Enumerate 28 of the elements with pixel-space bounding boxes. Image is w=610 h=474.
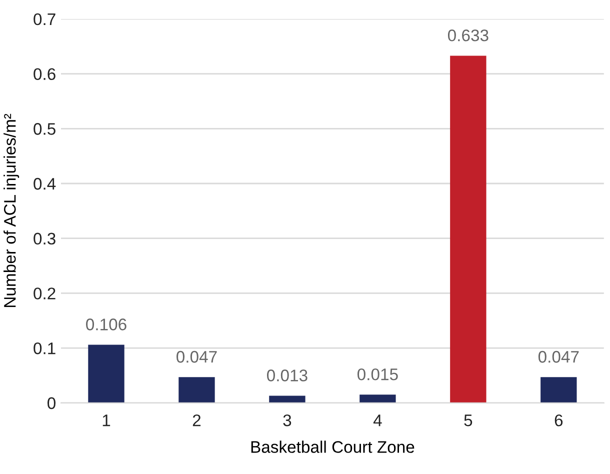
y-tick-label: 0.5 [34,123,56,135]
bar [360,394,396,403]
data-label: 0.633 [448,30,488,42]
x-axis-title: Basketball Court Zone [251,440,414,453]
data-label: 0.047 [176,350,217,363]
y-tick-label: 0.2 [34,288,56,300]
x-tick-label: 3 [283,414,292,426]
data-label: 0.015 [357,368,398,380]
y-tick-label: 0.1 [34,342,56,354]
x-tick-label: 6 [554,414,563,426]
bar [450,56,486,403]
y-tick-label: 0 [48,397,56,410]
bar [269,396,306,403]
x-tick-label: 2 [192,414,201,426]
bar [540,377,577,403]
y-axis-title: Number of ACL injuries/m² [4,114,20,307]
x-tick-label: 1 [102,414,110,426]
x-tick-label: 5 [464,414,472,426]
x-tick-label: 4 [373,414,382,426]
bar [178,377,215,403]
bar [88,344,124,403]
y-tick-label: 0.4 [34,178,56,190]
y-tick-label: 0.6 [34,68,56,80]
y-tick-label: 0.3 [34,232,56,245]
data-label: 0.047 [538,350,579,363]
data-label: 0.106 [86,318,126,330]
data-label: 0.013 [267,370,308,382]
y-tick-label: 0.7 [34,13,56,26]
